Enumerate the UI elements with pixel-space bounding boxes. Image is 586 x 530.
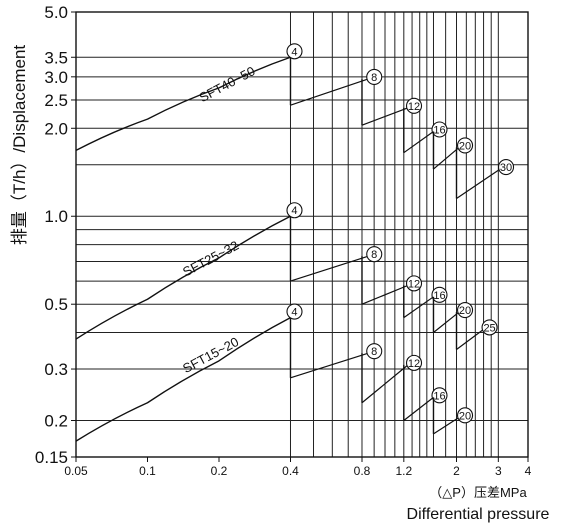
grid-layer — [76, 12, 528, 457]
series-1-curve — [75, 215, 291, 340]
series-2-marker-start-circle — [286, 303, 303, 320]
y-tick-label-7: 3.0 — [44, 68, 68, 87]
series-0-segment-0 — [290, 78, 369, 106]
series-1-segment-0 — [290, 255, 369, 282]
series-2-segment-2 — [403, 396, 434, 421]
x-tick-label-4: 0.8 — [354, 464, 371, 478]
y-tick-label-8: 3.5 — [44, 48, 68, 67]
series-1-marker-3: 20 — [456, 302, 474, 319]
series-1-marker-0-circle — [366, 246, 383, 263]
series-2-segment-1 — [361, 364, 409, 404]
series-1-label: SFT25~32 — [180, 238, 241, 280]
y-tick-label-4: 1.0 — [44, 207, 68, 226]
series-1-segment-1 — [361, 284, 409, 305]
series-0-marker-2: 16 — [431, 121, 448, 138]
y-tick-label-5: 2.0 — [44, 119, 68, 138]
y-tick-label-9: 5.0 — [44, 3, 68, 22]
series-1-marker-2-text: 16 — [433, 290, 445, 302]
x-axis-label: Differential pressure — [407, 506, 550, 523]
series-1-marker-3-circle — [456, 302, 474, 319]
series-2-marker-1-text: 12 — [408, 358, 420, 370]
ticks-layer: 0.05 0.1 0.2 0.4 0.8 1.2 2 3 4 0.15 0.2 0.3 0.5 1.0 2.… — [35, 3, 532, 478]
series-1-marker-1-text: 12 — [408, 278, 420, 290]
plot-frame — [75, 11, 529, 458]
series-1-marker-0-text: 8 — [371, 249, 377, 261]
series-2-segment-3 — [433, 416, 460, 435]
x-tick-label-2: 0.2 — [211, 464, 228, 478]
series-2-marker-3: 20 — [456, 407, 474, 424]
series-2-marker-1: 12 — [405, 354, 423, 371]
series-1-segment-2 — [403, 296, 434, 319]
x-axis-unit-label: （△P）压差MPa — [429, 485, 527, 500]
series-1-marker-2: 16 — [431, 286, 448, 303]
series-2-marker-0-circle — [366, 343, 383, 360]
x-tick-label-6: 2 — [453, 464, 460, 478]
series-0-marker-1-text: 12 — [408, 101, 420, 113]
series-2-marker-3-circle — [456, 407, 474, 424]
y-tick-label-2: 0.3 — [44, 360, 68, 379]
series-0-marker-start: 4 — [286, 43, 303, 60]
y-tick-label-0: 0.15 — [35, 448, 68, 467]
series-1-marker-2-circle — [431, 286, 448, 303]
series-0-marker-2-text: 16 — [433, 124, 445, 136]
series-0-marker-3-circle — [456, 137, 474, 154]
y-tick-label-1: 0.2 — [44, 411, 68, 430]
series-0-curve — [75, 56, 291, 152]
x-tick-label-3: 0.4 — [282, 464, 299, 478]
x-tick-label-5: 1.2 — [395, 464, 412, 478]
series-0-marker-0: 8 — [366, 68, 383, 86]
series-2-marker-2: 16 — [431, 387, 448, 404]
series-1-marker-start-text: 4 — [291, 205, 297, 217]
series-2-marker-0: 8 — [366, 343, 383, 360]
series-0-label: SFT40~50 — [197, 63, 258, 105]
series-1-marker-4-circle — [481, 319, 498, 336]
series-1-segment-4 — [456, 328, 484, 350]
series-1-marker-start: 4 — [286, 202, 303, 219]
series-0-segment-4 — [456, 168, 501, 200]
series-0-segment-1 — [361, 107, 409, 126]
series-0-marker-3-text: 20 — [459, 140, 471, 152]
series-1-marker-start-circle — [286, 202, 303, 219]
series-2-marker-1-circle — [405, 354, 423, 371]
series-0-marker-4-circle — [497, 159, 515, 176]
series-0-marker-3: 20 — [456, 137, 474, 154]
x-tick-label-1: 0.1 — [139, 464, 156, 478]
series-0-marker-4-text: 30 — [500, 162, 512, 174]
series-0-marker-0-text: 8 — [371, 72, 377, 84]
series-0-marker-start-text: 4 — [291, 46, 297, 58]
series-1-marker-1: 12 — [405, 275, 423, 292]
series-0-segment-2 — [403, 131, 434, 154]
x-tick-label-8: 4 — [525, 464, 532, 478]
curves-layer: 4 8 12 16 20 30 SFT40~50 4 8 12 16 20 25 SFT25~32 4 8 12… — [75, 43, 515, 442]
x-tick-label-0: 0.05 — [64, 464, 88, 478]
series-0-segment-3 — [433, 146, 460, 170]
y-tick-label-6: 2.5 — [44, 91, 68, 110]
series-2-marker-2-circle — [431, 387, 448, 404]
series-1-marker-4: 25 — [481, 319, 498, 336]
series-2-marker-start: 4 — [286, 303, 303, 320]
series-0-marker-4: 30 — [497, 159, 515, 176]
series-1-marker-3-text: 20 — [459, 305, 471, 317]
series-1-segment-3 — [433, 311, 460, 333]
series-0-marker-1: 12 — [405, 97, 423, 114]
series-2-marker-0-text: 8 — [371, 346, 377, 358]
series-0-marker-1-circle — [405, 97, 423, 114]
series-2-marker-2-text: 16 — [433, 390, 445, 402]
series-1-marker-4-text: 25 — [483, 322, 495, 334]
y-axis-label: 排量（T/h）/Displacement — [10, 45, 29, 246]
series-2-marker-3-text: 20 — [459, 410, 471, 422]
series-1-marker-1-circle — [405, 275, 423, 292]
series-2-segment-0 — [290, 352, 369, 379]
series-1-marker-0: 8 — [366, 246, 383, 263]
series-0-marker-2-circle — [431, 121, 448, 138]
y-tick-label-3: 0.5 — [44, 295, 68, 314]
series-0-marker-start-circle — [286, 43, 303, 60]
x-tick-label-7: 3 — [495, 464, 502, 478]
series-0-marker-0-circle — [366, 68, 383, 86]
series-2-marker-start-text: 4 — [291, 307, 297, 319]
series-2-curve — [75, 316, 291, 442]
series-2-label: SFT15~20 — [180, 334, 241, 376]
